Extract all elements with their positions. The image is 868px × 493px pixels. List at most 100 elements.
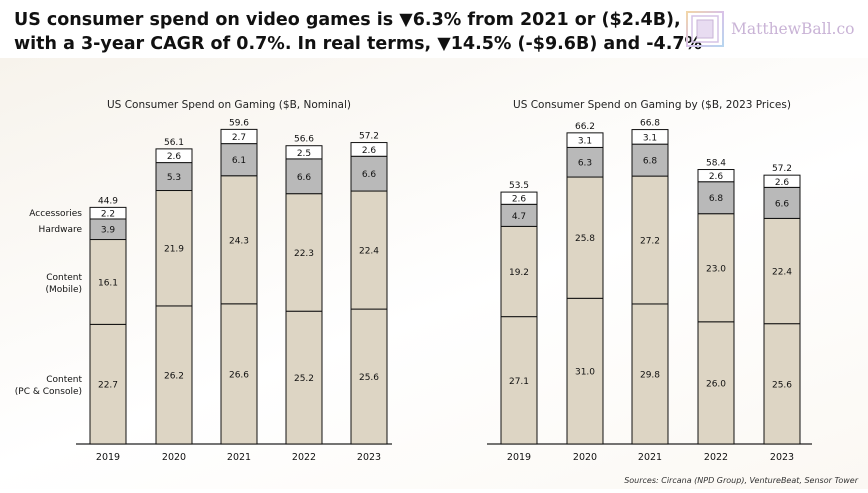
chart2-bar-2020-seg3	[566, 146, 604, 178]
chart2-bar-2021-seg4	[631, 129, 669, 145]
chart2-bar-2022-seg3	[697, 181, 735, 215]
chart1-data-label-2022-seg1: 25.2	[294, 374, 314, 384]
chart2-x-tick-2020: 2020	[573, 452, 597, 463]
chart1-data-label-2022-seg4: 2.5	[297, 149, 311, 159]
chart1-data-label-2019-seg4: 2.2	[101, 210, 115, 220]
chart2-bar-2021-seg3	[631, 143, 669, 177]
chart2-data-label-2023-seg4: 2.6	[775, 178, 790, 188]
chart1-bar-2020-seg2	[155, 190, 193, 307]
chart1-data-label-2020-seg4: 2.6	[167, 152, 182, 162]
chart1-bar-2022-seg3	[285, 158, 323, 195]
chart1-bar-2021-seg4	[220, 128, 258, 145]
chart2-data-label-2023-seg1: 25.6	[772, 380, 792, 390]
chart1-data-label-2019-seg1: 22.7	[98, 381, 118, 391]
chart1-x-tick-2019: 2019	[96, 452, 120, 463]
chart1-x-tick-2023: 2023	[357, 452, 381, 463]
headline-line-2: with a 3-year CAGR of 0.7%. In real term…	[14, 34, 703, 54]
chart2-data-label-2020-seg1: 31.0	[575, 368, 595, 378]
chart2-data-label-2021-seg4: 3.1	[643, 133, 657, 143]
chart1-bar-2020-seg1	[155, 305, 193, 445]
chart1-series-label-content-mobile-l2: (Mobile)	[45, 285, 82, 295]
chart1-bar-2023-seg4	[350, 142, 388, 157]
chart1-bar-2022-seg4	[285, 145, 323, 160]
chart2-total-label-2022: 58.4	[706, 159, 726, 169]
chart1-data-label-2021-seg3: 6.1	[232, 156, 246, 166]
chart2-bar-2019-seg1	[500, 316, 538, 445]
chart1-total-label-2023: 57.2	[359, 132, 379, 142]
chart2-data-label-2021-seg1: 29.8	[640, 370, 660, 380]
chart2-bar-2022-seg2	[697, 213, 735, 323]
chart1-bar-2023-seg1	[350, 308, 388, 445]
chart1-bar-2019-seg2	[89, 239, 127, 325]
chart2-bar-2023-seg2	[763, 217, 801, 325]
headline-line-1: US consumer spend on video games is ▼6.3…	[14, 10, 681, 30]
chart2-data-label-2019-seg4: 2.6	[512, 195, 527, 205]
chart2-x-tick-2021: 2021	[638, 452, 662, 463]
chart2-total-label-2020: 66.2	[575, 122, 595, 132]
chart1-total-label-2021: 59.6	[229, 118, 249, 128]
chart2-bar-2023-seg4	[763, 174, 801, 188]
chart1-series-label-accessories: Accessories	[29, 209, 82, 219]
matthewball-logo-mark-icon	[686, 11, 724, 47]
chart1-x-tick-2022: 2022	[292, 452, 316, 463]
chart2-x-tick-2022: 2022	[704, 452, 728, 463]
chart2-bar-2020-seg2	[566, 176, 604, 299]
chart2-total-label-2021: 66.8	[640, 119, 660, 129]
charts-canvas: US Consumer Spend on Gaming ($B, Nominal…	[15, 99, 812, 463]
chart1-bar-2019-seg4	[89, 206, 127, 220]
chart1-bar-2019-seg1	[89, 323, 127, 445]
chart1-x-tick-2020: 2020	[162, 452, 186, 463]
chart1-data-label-2019-seg2: 16.1	[98, 278, 118, 288]
chart2-bar-2021-seg2	[631, 175, 669, 305]
chart1-bar-2023-seg2	[350, 190, 388, 310]
chart2-data-label-2020-seg2: 25.8	[575, 234, 595, 244]
chart2-bar-2022-seg4	[697, 169, 735, 183]
chart2-data-label-2021-seg3: 6.8	[643, 157, 658, 167]
chart1-data-label-2023-seg1: 25.6	[359, 373, 379, 383]
chart2-total-label-2019: 53.5	[509, 181, 529, 191]
chart1-bar-2022-seg2	[285, 193, 323, 312]
chart1-series-label-hardware: Hardware	[39, 225, 83, 235]
chart2-x-tick-2023: 2023	[770, 452, 794, 463]
chart1-data-label-2021-seg1: 26.6	[229, 370, 249, 380]
chart1-data-label-2022-seg2: 22.3	[294, 249, 314, 259]
chart1-bar-2023-seg3	[350, 155, 388, 192]
chart1-bar-2021-seg3	[220, 143, 258, 177]
chart2-data-label-2019-seg3: 4.7	[512, 212, 526, 222]
chart2-x-tick-2019: 2019	[507, 452, 531, 463]
chart2-total-label-2023: 57.2	[772, 164, 792, 174]
chart2-data-label-2022-seg1: 26.0	[706, 379, 726, 389]
chart1-bar-2022-seg1	[285, 310, 323, 445]
chart1-total-label-2022: 56.6	[294, 135, 314, 145]
chart2-title: US Consumer Spend on Gaming by ($B, 2023…	[513, 99, 791, 111]
chart2-data-label-2022-seg2: 23.0	[706, 264, 726, 274]
chart1-total-label-2019: 44.9	[98, 196, 118, 206]
chart2-data-label-2020-seg4: 3.1	[578, 137, 592, 147]
chart2-data-label-2020-seg3: 6.3	[578, 159, 592, 169]
chart2-data-label-2022-seg4: 2.6	[709, 172, 724, 182]
chart1-series-label-content-pc-console-l2: (PC & Console)	[15, 387, 82, 397]
chart1-series-label-content-pc-console-l1: Content	[46, 375, 82, 385]
chart2-bar-2019-seg2	[500, 225, 538, 318]
chart1-data-label-2023-seg2: 22.4	[359, 247, 379, 257]
chart2-bar-2021-seg1	[631, 303, 669, 445]
chart2-data-label-2023-seg2: 22.4	[772, 268, 792, 278]
chart1-title: US Consumer Spend on Gaming ($B, Nominal…	[107, 99, 351, 111]
chart2-data-label-2023-seg3: 6.6	[775, 199, 790, 209]
chart2-data-label-2019-seg1: 27.1	[509, 377, 529, 387]
logo-text: MatthewBall.co	[731, 20, 855, 38]
chart1-data-label-2020-seg2: 21.9	[164, 245, 184, 255]
chart1-bar-2021-seg1	[220, 303, 258, 445]
headline: US consumer spend on video games is ▼6.3…	[14, 8, 703, 56]
chart1-bar-2020-seg4	[155, 148, 193, 164]
source-note: Sources: Circana (NPD Group), VentureBea…	[624, 476, 858, 485]
chart-panel: US Consumer Spend on Gaming ($B, Nominal…	[0, 58, 868, 489]
chart1-total-label-2020: 56.1	[164, 138, 184, 148]
chart2-data-label-2022-seg3: 6.8	[709, 194, 724, 204]
logo: MatthewBall.co	[686, 11, 866, 47]
chart1-data-label-2020-seg3: 5.3	[167, 173, 181, 183]
chart1-data-label-2021-seg4: 2.7	[232, 133, 246, 143]
chart2-bar-2019-seg4	[500, 191, 538, 205]
chart1-series-label-content-mobile-l1: Content	[46, 273, 82, 283]
chart2-data-label-2019-seg2: 19.2	[509, 268, 529, 278]
